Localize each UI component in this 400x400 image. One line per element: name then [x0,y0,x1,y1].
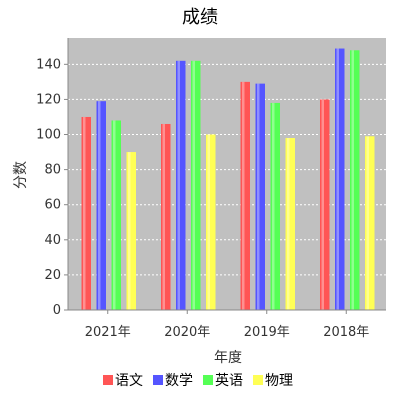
bar-4-2 [206,134,216,310]
bar-highlight [351,50,354,310]
y-tick-label: 100 [36,128,61,143]
legend-swatch [253,375,263,385]
bar-highlight [192,60,195,311]
bar-highlight [162,123,165,311]
bar-2-1 [96,101,106,310]
y-tick-label: 40 [44,233,61,248]
legend: 语文 数学 英语 物理 [103,372,293,389]
bar-highlight [242,81,245,310]
bar-highlight [113,120,116,310]
bar-4-4 [365,136,375,310]
bars-group [81,48,375,311]
bar-3-3 [270,102,280,310]
y-axis-label: 分数 [13,161,29,189]
y-tick-labels: 0 20 40 60 80 100 120 140 [36,57,68,318]
y-tick-label: 0 [53,303,61,318]
bar-1-3 [240,81,250,310]
legend-swatch [103,375,113,385]
bar-3-2 [191,60,201,311]
legend-swatch [203,375,213,385]
bar-highlight [321,99,324,310]
y-tick-label: 120 [36,92,61,107]
bar-highlight [128,152,131,310]
x-tick-label: 2018年 [323,325,369,340]
bar-4-1 [126,152,136,310]
y-tick-label: 60 [44,198,61,213]
x-tick-labels: 2021年 2020年 2019年 2018年 [85,310,369,340]
bar-highlight [257,83,260,310]
bar-highlight [177,60,180,311]
x-tick-label: 2020年 [164,325,210,340]
x-axis-label: 年度 [214,350,242,366]
bar-highlight [83,116,86,310]
bar-highlight [98,101,101,310]
x-tick-label: 2021年 [85,325,131,340]
y-tick-label: 20 [44,268,61,283]
bar-4-3 [285,138,295,310]
bar-1-4 [320,99,330,310]
bar-3-1 [111,120,121,310]
bar-2-3 [255,83,265,310]
bar-highlight [366,136,369,310]
y-tick-label: 140 [36,57,61,72]
bar-2-2 [176,60,186,311]
y-tick-label: 80 [44,163,61,178]
legend-label: 物理 [265,373,293,389]
legend-label: 语文 [115,373,143,389]
bar-highlight [287,138,290,310]
bar-1-1 [81,116,91,310]
bar-1-2 [161,123,171,311]
x-tick-label: 2019年 [244,325,290,340]
bar-highlight [272,102,275,310]
legend-label: 数学 [165,373,193,389]
legend-swatch [153,375,163,385]
bar-highlight [207,134,210,310]
bar-3-4 [350,50,360,310]
bar-2-4 [335,48,345,311]
bar-highlight [336,48,339,311]
chart-title: 成绩 [182,7,218,28]
legend-label: 英语 [215,372,243,389]
